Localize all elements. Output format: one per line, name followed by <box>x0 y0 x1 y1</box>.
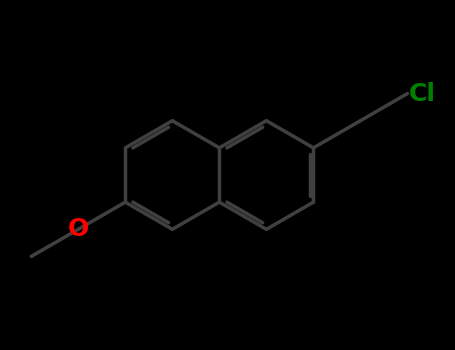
Text: Cl: Cl <box>409 82 436 106</box>
Text: O: O <box>68 217 89 241</box>
